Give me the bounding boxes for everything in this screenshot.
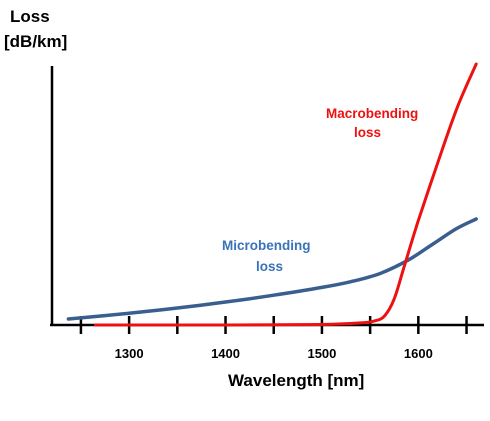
x-tick-label-1300: 1300 [115,346,144,361]
x-tick-label-1600: 1600 [404,346,433,361]
microbending-label-line1: Microbending [222,238,311,253]
x-tick-label-1500: 1500 [307,346,336,361]
y-axis-label-line2: [dB/km] [4,32,67,51]
y-axis-label-line1: Loss [10,7,50,26]
microbending-loss-line [66,217,478,321]
macrobending-label-line2: loss [354,125,381,140]
macrobending-loss-line [93,62,478,327]
x-axis-tick-labels: 1300 1400 1500 1600 [115,346,433,361]
microbending-label-line2: loss [256,259,283,274]
series-lines [66,62,478,327]
macrobending-label-line1: Macrobending [326,106,418,121]
x-tick-label-1400: 1400 [211,346,240,361]
x-axis-label: Wavelength [nm] [228,371,364,390]
